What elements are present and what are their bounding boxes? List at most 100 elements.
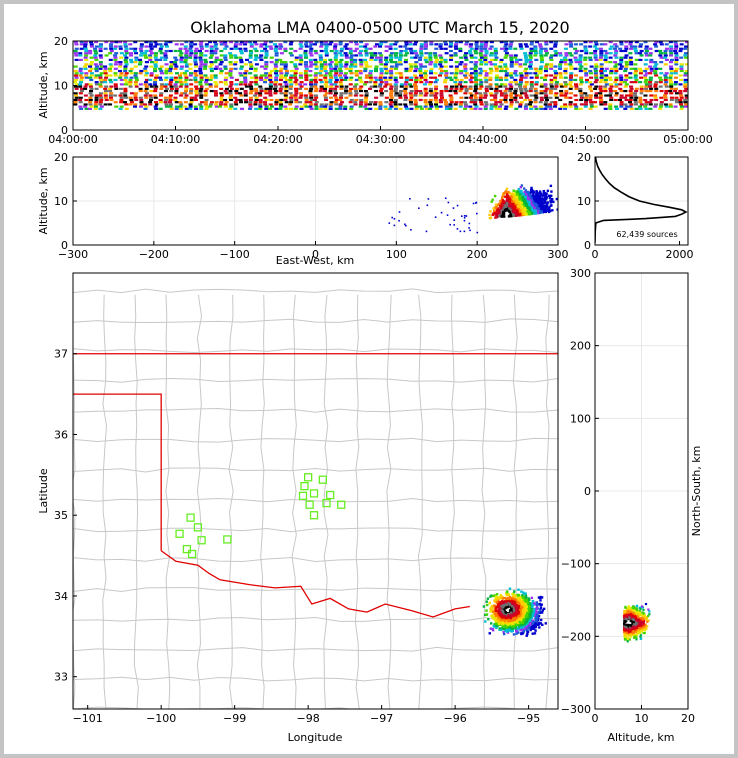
source-cell: [459, 72, 464, 75]
source-cell: [468, 74, 473, 77]
source-cell: [543, 83, 548, 86]
source-cell: [389, 101, 394, 104]
source-cell: [638, 58, 643, 61]
source-cell: [279, 63, 284, 66]
source-cell: [304, 101, 309, 104]
source-cell: [474, 45, 479, 48]
source-cell: [594, 65, 599, 68]
source-cell: [354, 54, 359, 57]
source-cell: [139, 45, 144, 48]
source-cell: [499, 83, 504, 86]
source-cell: [508, 212, 512, 215]
source-cell: [673, 41, 678, 44]
source-cell: [648, 65, 653, 68]
source-cell: [468, 103, 473, 106]
source-cell: [384, 94, 389, 97]
source-cell: [578, 58, 583, 61]
source-cell: [94, 67, 99, 70]
source-cell: [243, 43, 248, 46]
source-cell: [428, 63, 433, 66]
source-cell: [449, 41, 454, 44]
source-cell: [363, 67, 368, 70]
source-cell: [213, 81, 218, 84]
source-cell: [78, 85, 83, 88]
source-cell: [552, 200, 555, 204]
source-cell: [253, 85, 258, 88]
source-cell: [213, 67, 218, 70]
source-cell: [333, 92, 338, 95]
source-cell: [389, 92, 394, 95]
source-cell: [314, 96, 319, 99]
source-cell: [495, 205, 498, 209]
source-cell: [293, 94, 298, 97]
source-cell: [394, 92, 399, 95]
source-cell: [144, 81, 149, 84]
source-cell: [348, 83, 353, 86]
source-cell: [183, 45, 188, 48]
source-cell: [573, 67, 578, 70]
source-cell: [299, 85, 304, 88]
source-cell: [149, 98, 154, 102]
source-cell: [574, 107, 579, 110]
source-cell: [183, 47, 188, 50]
source-cell: [193, 52, 198, 55]
source-cell: [511, 196, 514, 200]
source-cell: [638, 72, 643, 75]
source-cell: [329, 49, 334, 53]
source-cell: [278, 89, 283, 93]
county-line: [196, 294, 203, 709]
source-cell: [354, 96, 359, 99]
source-cell: [599, 78, 604, 82]
source-cell: [593, 87, 598, 90]
source-cell: [333, 87, 338, 90]
source-cell: [173, 85, 178, 88]
source-cell: [638, 105, 643, 108]
source-cell: [424, 103, 429, 106]
source-cell: [593, 72, 598, 75]
source-cell: [644, 45, 649, 48]
source-cell: [469, 76, 474, 79]
source-cell: [644, 83, 649, 86]
source-cell: [328, 78, 333, 82]
source-cell: [314, 61, 319, 64]
source-cell: [223, 67, 228, 70]
source-cell: [154, 43, 159, 46]
source-cell: [339, 47, 344, 50]
source-cell: [648, 81, 653, 84]
source-cell: [258, 105, 263, 108]
source-cell: [353, 103, 358, 106]
source-cell: [563, 69, 568, 73]
source-cell: [373, 92, 378, 95]
source-cell: [264, 72, 269, 75]
source-cell: [553, 43, 558, 46]
source-cell: [318, 54, 323, 57]
source-cell: [514, 207, 518, 210]
source-cell: [118, 61, 123, 64]
source-cell: [123, 58, 128, 61]
source-cell: [114, 52, 119, 55]
source-cell: [403, 87, 408, 90]
ns-height-xlabel: Altitude, km: [607, 731, 674, 744]
source-cell: [133, 49, 138, 53]
source-cell: [209, 89, 214, 93]
source-cell: [443, 65, 448, 68]
source-cell: [394, 67, 399, 70]
source-cell: [309, 94, 314, 97]
source-cell: [444, 52, 449, 55]
source-cell: [539, 83, 544, 86]
source-cell: [298, 98, 303, 102]
source-cell: [533, 94, 538, 97]
source-cell: [408, 92, 413, 95]
source-cell: [264, 54, 269, 57]
source-cell: [408, 101, 413, 104]
source-cell: [333, 47, 338, 50]
source-cell: [683, 74, 688, 77]
source-cell: [628, 101, 633, 104]
source-cell: [410, 228, 412, 231]
source-cell: [114, 87, 119, 90]
source-cell: [108, 52, 113, 55]
source-cell: [319, 85, 324, 88]
source-cell: [209, 76, 214, 79]
source-cell: [129, 47, 134, 50]
source-cell: [273, 47, 278, 50]
